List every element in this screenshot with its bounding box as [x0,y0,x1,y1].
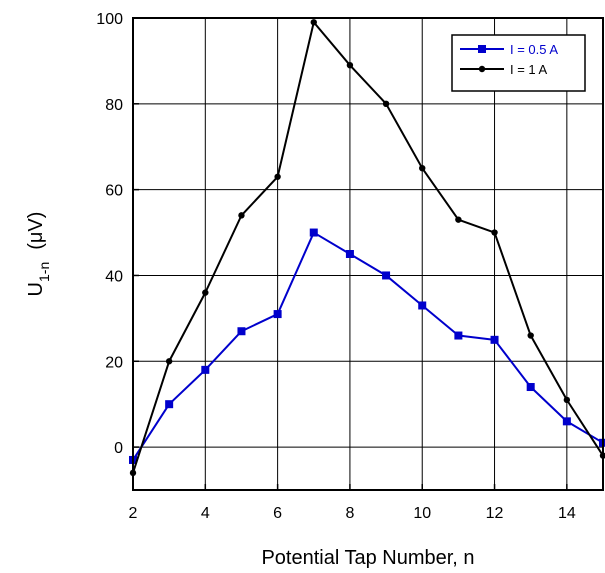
x-tick-label: 8 [345,505,354,522]
data-point [419,164,426,172]
data-point [490,335,499,344]
legend-marker [478,65,486,73]
plot-frame [132,17,604,491]
y-tick-label: 80 [105,97,123,114]
x-tick-label: 6 [273,505,282,522]
x-tick-label: 4 [201,505,210,522]
series-line [132,21,604,474]
series-layer [129,19,605,477]
x-tick-label: 2 [129,505,138,522]
svg-text:U1-n(μV): U1-n (μV) [25,212,52,297]
data-point [238,212,245,219]
legend-box [451,34,586,92]
data-point [202,289,209,296]
y-axis-title-main: U [25,282,47,296]
x-axis-title: Potential Tap Number, n [261,547,474,569]
series-2 [129,19,605,477]
x-tick-label: 14 [558,505,576,522]
data-point [418,301,427,310]
legend-marker [478,45,486,53]
data-point [563,396,571,404]
y-tick-label: 60 [105,183,123,200]
data-point [455,216,462,223]
data-point [274,173,281,180]
data-point [165,400,174,409]
data-point [491,229,498,236]
data-point [310,19,317,26]
data-point [526,383,535,392]
data-point [562,417,571,426]
series-line [132,231,604,461]
data-point [382,271,391,280]
x-tick-label: 10 [413,505,431,522]
x-tick-label: 12 [486,505,504,522]
y-tick-label: 20 [105,354,123,371]
data-point [309,228,318,237]
y-tick-label: 0 [114,440,123,457]
y-axis-title: U1-n (μV) [25,212,52,297]
legend: I = 0.5 A I = 1 A [451,34,586,92]
data-point [382,100,390,108]
data-point [237,327,246,336]
series-1 [129,228,605,464]
ticks: 2 4 6 8 10 12 14 0 20 40 60 80 100 [96,11,576,522]
data-point [165,358,173,365]
data-point [345,250,354,258]
y-axis-title-sub: 1-n [36,262,52,282]
y-tick-label: 40 [105,268,123,285]
data-point [346,61,354,69]
data-point [273,310,282,319]
y-axis-title-unit: (μV) [25,212,47,250]
data-point [454,331,463,340]
data-point [201,365,210,374]
y-tick-label: 100 [96,11,123,28]
data-point [527,332,534,339]
legend-label: I = 1 A [510,62,548,77]
legend-label: I = 0.5 A [510,42,558,57]
